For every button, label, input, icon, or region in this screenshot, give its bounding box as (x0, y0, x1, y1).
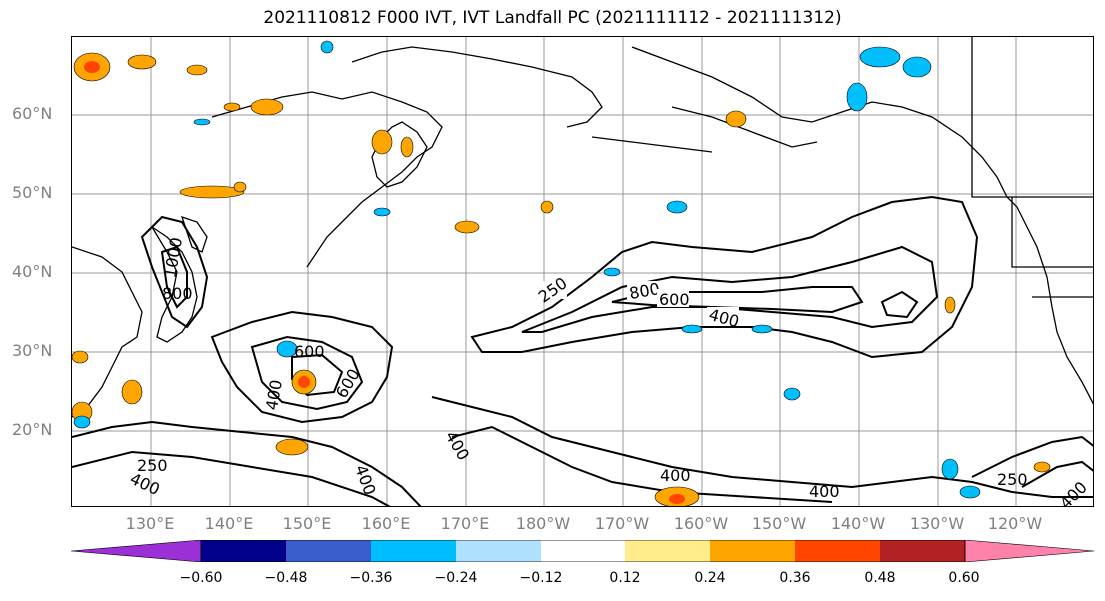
coastlines (72, 37, 1093, 418)
colorbar-segment (286, 540, 371, 562)
contour-label: 800 (162, 284, 193, 303)
colorbar-tick-label: 0.36 (779, 570, 811, 586)
colorbar-segment (795, 540, 880, 562)
lon-label-130e: 130°E (125, 514, 175, 533)
lat-label-50n: 50°N (12, 183, 53, 202)
contour-label: 800 (628, 279, 661, 303)
colorbar-segment (710, 540, 795, 562)
colorbar-tick-label: −0.12 (519, 570, 563, 586)
colorbar-tick-label: 0.60 (948, 570, 980, 586)
map-panel[interactable]: 250 800 600 400 1000 800 600 600 400 400… (71, 36, 1094, 507)
lon-label-130w: 130°W (909, 514, 965, 533)
colorbar-tick-label: 0.24 (694, 570, 726, 586)
colorbar-tick-label: −0.60 (179, 570, 223, 586)
colorbar-segment (201, 540, 286, 562)
colorbar-segment (880, 540, 965, 562)
contour-label: 400 (1056, 478, 1091, 507)
colorbar-extend-right (964, 539, 1095, 563)
colorbar (70, 539, 1095, 563)
colorbar-tick-label: −0.48 (264, 570, 308, 586)
lat-label-40n: 40°N (12, 262, 53, 281)
pc-shading (72, 40, 1051, 506)
colorbar-tick-label: −0.24 (434, 570, 478, 586)
contour-label: 600 (659, 290, 690, 309)
contour-label: 400 (660, 466, 691, 485)
lon-label-140w: 140°W (830, 514, 886, 533)
colorbar-segment (456, 540, 541, 562)
graticule (72, 37, 1093, 506)
map-canvas: 250 800 600 400 1000 800 600 600 400 400… (72, 37, 1093, 507)
colorbar-segment (371, 540, 456, 562)
lon-label-170w: 170°W (594, 514, 650, 533)
contour-label: 600 (294, 342, 325, 361)
contour-label: 250 (535, 273, 571, 306)
contour-label: 250 (997, 470, 1028, 489)
lon-label-170e: 170°E (440, 514, 490, 533)
colorbar-extend-left (70, 539, 202, 563)
lat-label-60n: 60°N (12, 104, 53, 123)
colorbar-segment (541, 540, 625, 562)
lat-label-20n: 20°N (12, 420, 53, 439)
contour-label: 250 (137, 456, 168, 475)
lon-label-150w: 150°W (751, 514, 807, 533)
contour-label: 600 (332, 365, 364, 401)
colorbar-tick-label: −0.36 (349, 570, 393, 586)
ivt-contours (72, 195, 1093, 506)
map-title: 2021110812 F000 IVT, IVT Landfall PC (20… (263, 8, 842, 28)
colorbar-svg (70, 539, 1095, 563)
colorbar-tick-label: 0.48 (864, 570, 896, 586)
colorbar-segment (625, 540, 710, 562)
lon-label-120w: 120°W (987, 514, 1043, 533)
lon-label-140e: 140°E (204, 514, 254, 533)
lon-label-160e: 160°E (361, 514, 411, 533)
colorbar-tick-label: 0.12 (609, 570, 641, 586)
contour-label: 400 (262, 378, 286, 411)
lat-label-30n: 30°N (12, 341, 53, 360)
lon-label-150e: 150°E (282, 514, 332, 533)
lon-label-160w: 160°W (673, 514, 729, 533)
lon-label-180w: 180°W (515, 514, 571, 533)
contour-label: 400 (809, 482, 840, 501)
